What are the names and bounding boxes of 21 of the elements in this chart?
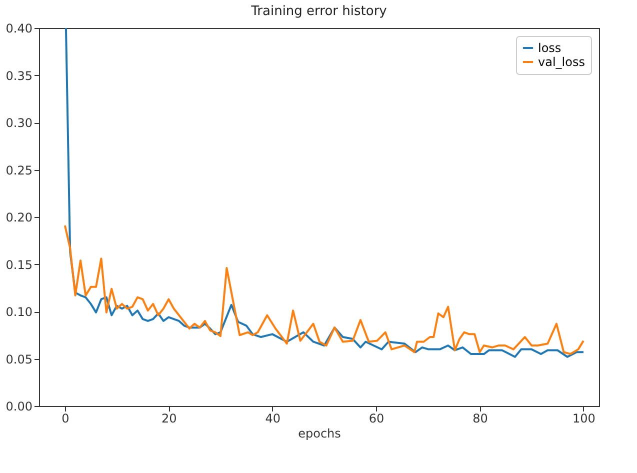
y-tick-label: 0.00: [6, 400, 32, 414]
x-axis-title: epochs: [298, 426, 341, 440]
y-tick-label: 0.35: [6, 68, 32, 83]
legend-label: val_loss: [538, 55, 585, 69]
y-tick-label: 0.40: [6, 22, 32, 36]
y-tick-label: 0.30: [6, 116, 32, 130]
x-tick-label: 100: [572, 412, 596, 426]
line-series: [64, 28, 584, 358]
y-tick-label: 0.05: [6, 352, 32, 366]
y-tick-label: 0.15: [6, 258, 32, 272]
x-tick-label: 20: [161, 412, 177, 426]
y-tick-label: 0.10: [6, 305, 32, 319]
chart-title: Training error history: [250, 4, 388, 19]
x-tick-label: 80: [472, 412, 488, 426]
legend-label: loss: [538, 41, 562, 55]
x-tick-label: 0: [62, 412, 70, 426]
x-tick-label: 40: [265, 412, 280, 426]
y-tick-label: 0.20: [6, 210, 32, 224]
y-tick-label: 0.25: [6, 163, 32, 178]
line-series: [64, 224, 584, 356]
x-tick-label: 60: [368, 412, 384, 426]
